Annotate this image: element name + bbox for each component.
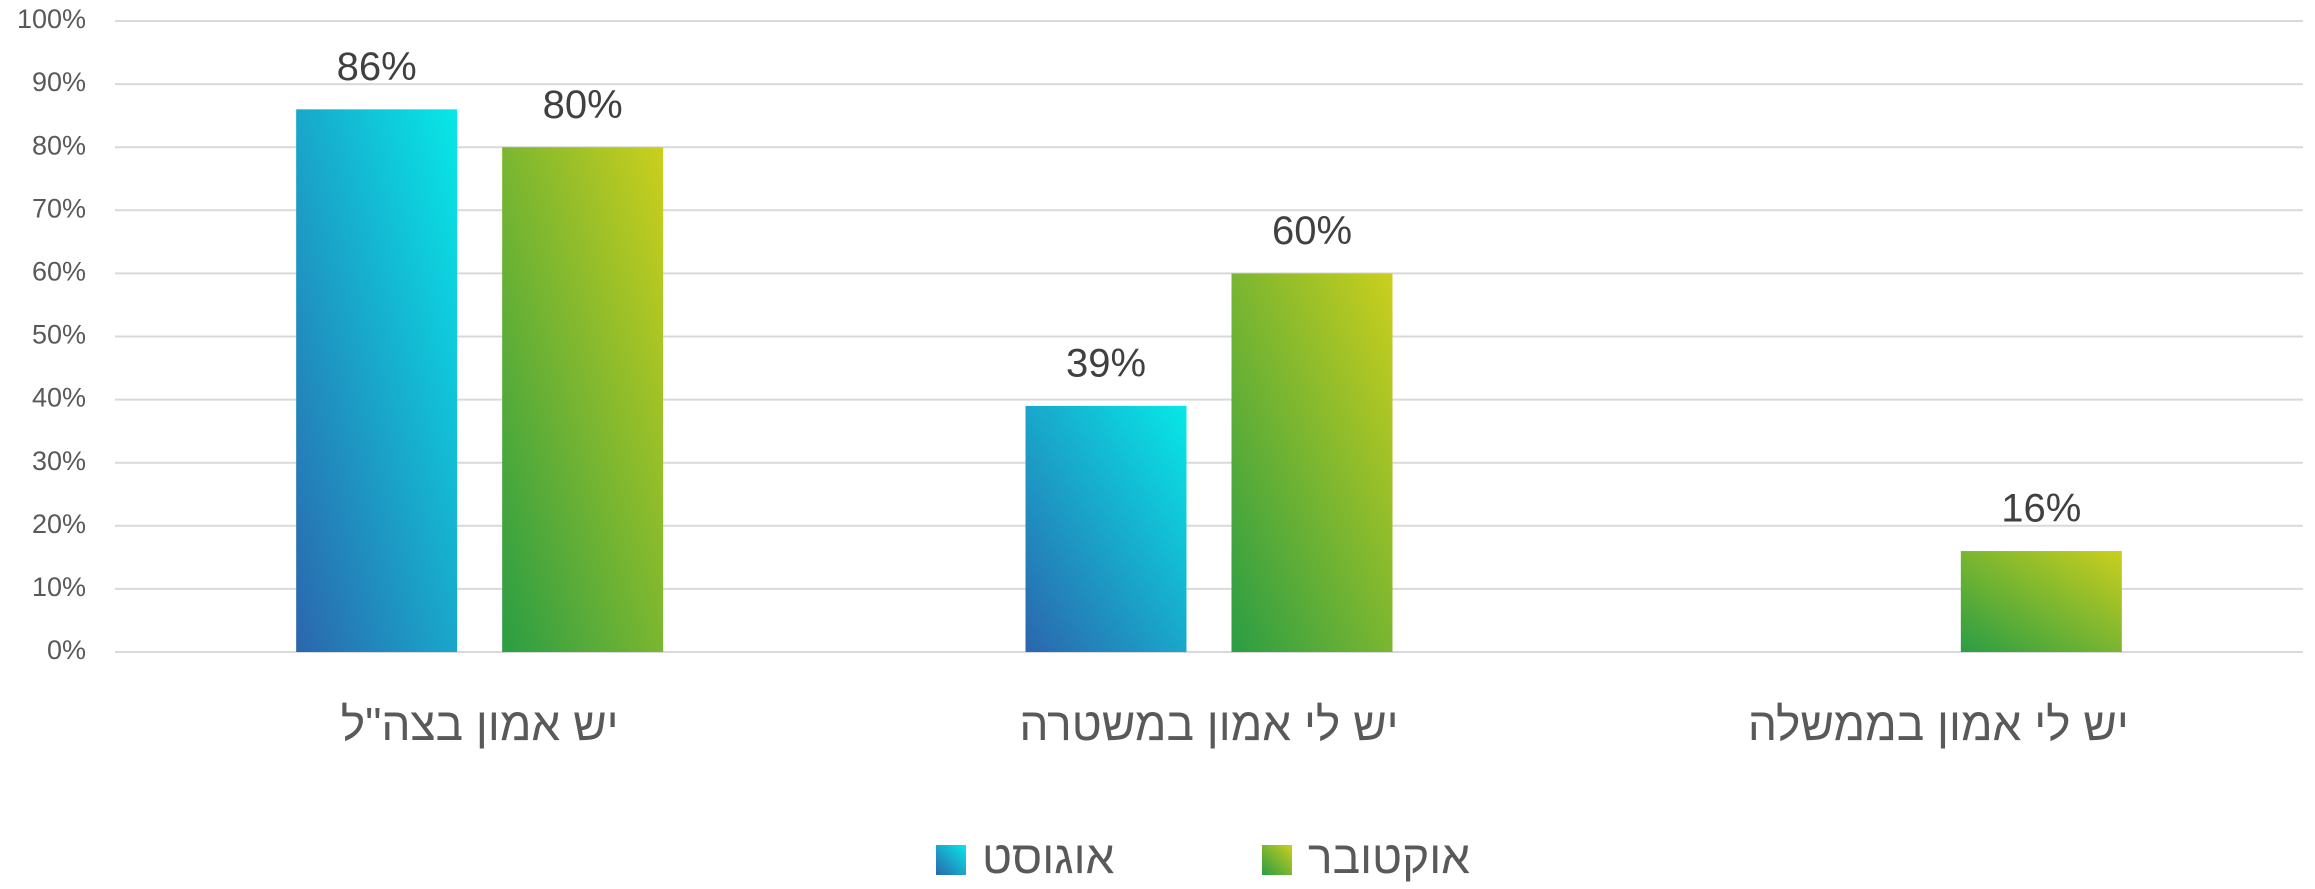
bar <box>1960 551 2122 652</box>
bar <box>502 147 664 652</box>
y-tick-label: 20% <box>32 509 86 539</box>
y-tick-label: 80% <box>32 130 86 160</box>
y-tick-label: 90% <box>32 67 86 97</box>
bar <box>1231 273 1393 652</box>
legend-swatch <box>1262 845 1292 875</box>
data-label: 39% <box>1066 341 1146 385</box>
bar <box>296 109 458 653</box>
data-label: 60% <box>1272 209 1352 253</box>
y-tick-label: 70% <box>32 193 86 223</box>
x-tick-label: יש לי אמון במשטרה <box>1019 698 1398 750</box>
legend-label: אוגוסט <box>982 831 1115 883</box>
y-tick-label: 60% <box>32 257 86 287</box>
x-tick-label: יש לי אמון בממשלה <box>1748 698 2129 750</box>
y-tick-label: 10% <box>32 572 86 602</box>
y-tick-label: 0% <box>47 635 86 665</box>
y-tick-label: 100% <box>17 4 86 34</box>
legend-label: אוקטובר <box>1308 831 1470 883</box>
y-tick-label: 30% <box>32 446 86 476</box>
legend-swatch <box>936 845 966 875</box>
data-label: 16% <box>2001 487 2081 531</box>
y-tick-label: 40% <box>32 383 86 413</box>
data-label: 80% <box>543 83 623 127</box>
bar <box>1025 405 1187 652</box>
x-tick-label: יש אמון בצה"ל <box>341 698 619 750</box>
y-tick-label: 50% <box>32 320 86 350</box>
data-label: 86% <box>337 45 417 89</box>
